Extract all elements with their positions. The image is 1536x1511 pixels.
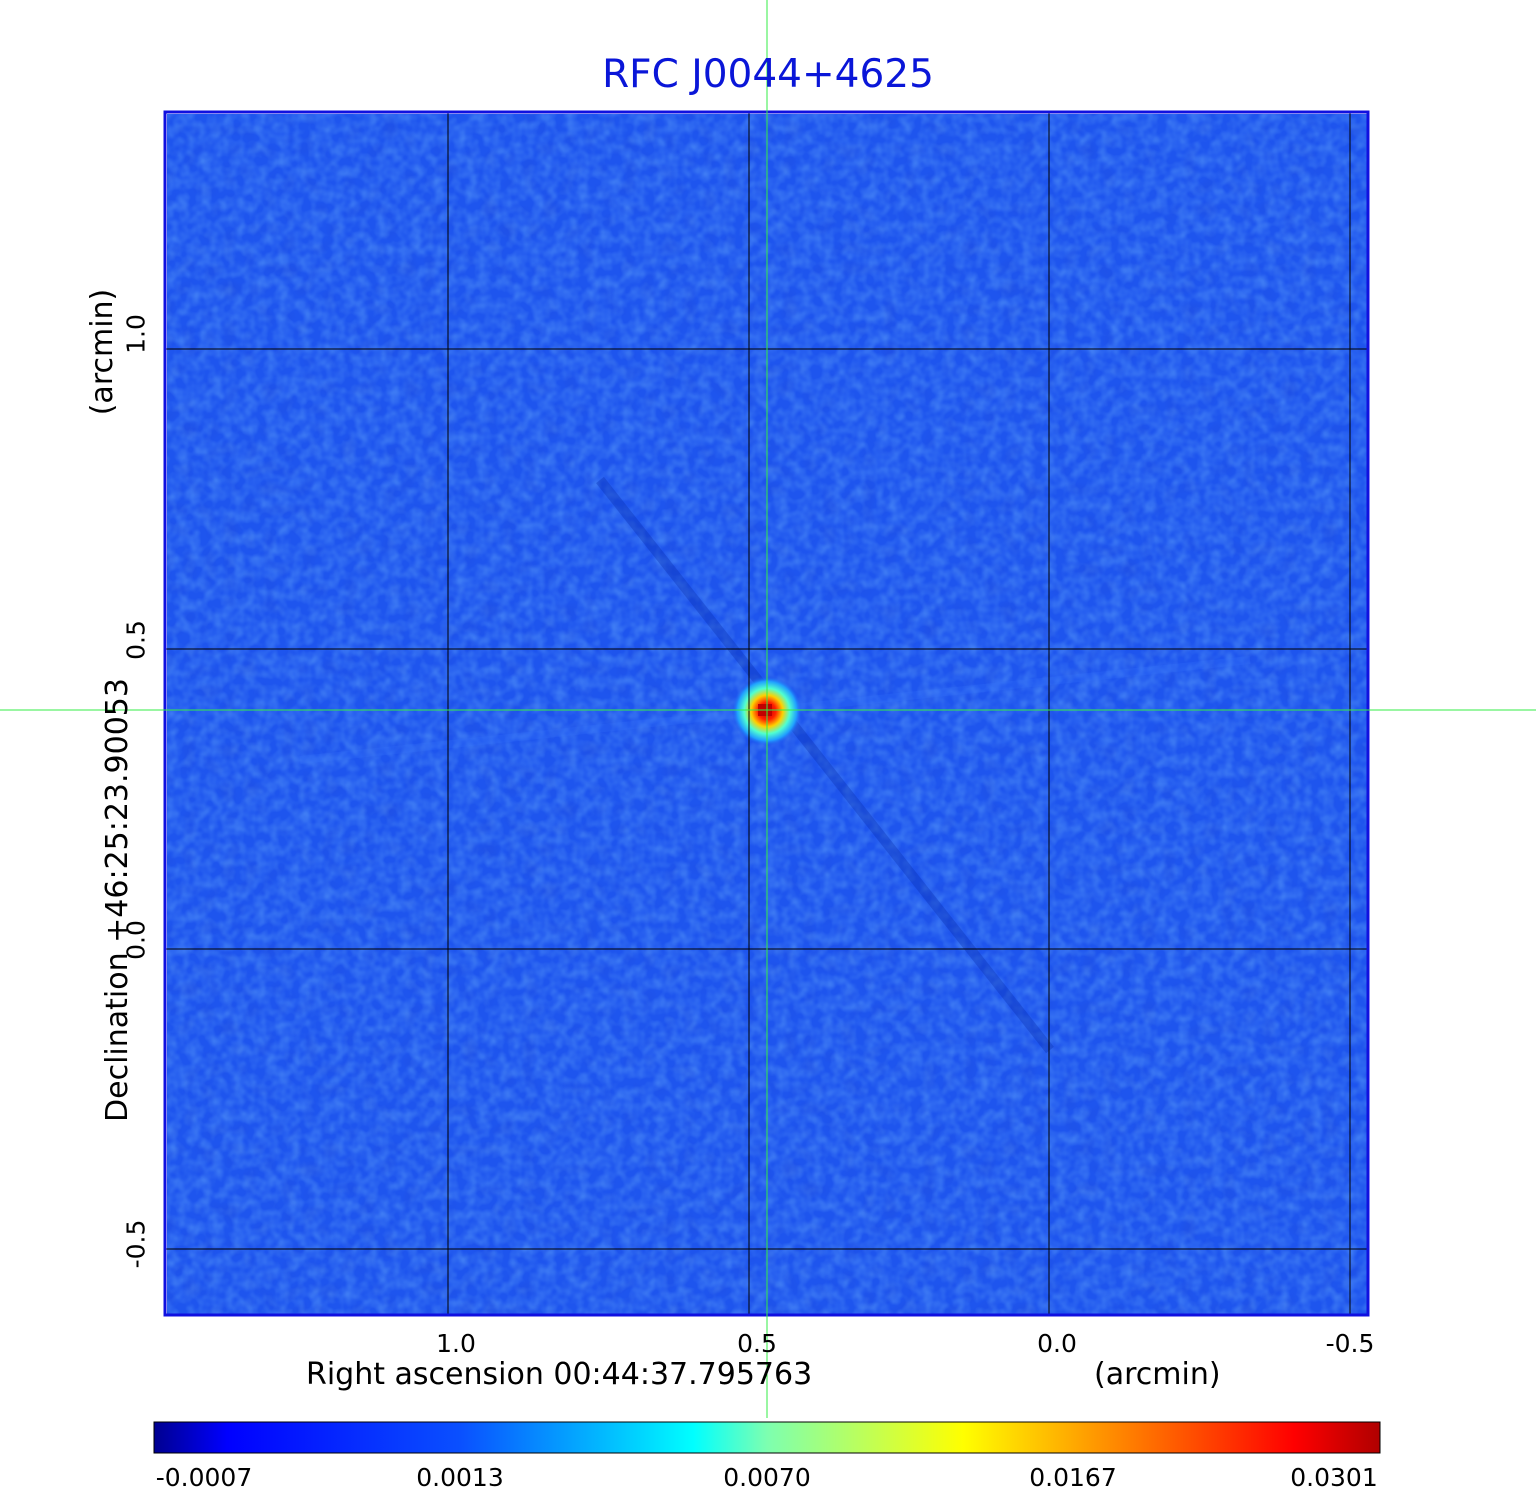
y-tick-label: 0.5 — [121, 620, 151, 660]
colorbar-tick-label: -0.0007 — [155, 1463, 253, 1492]
x-tick-label: 1.0 — [436, 1329, 476, 1358]
x-axis-unit: (arcmin) — [1094, 1357, 1221, 1392]
colorbar — [153, 1421, 1381, 1454]
colorbar-tick-label: 0.0167 — [1029, 1463, 1117, 1492]
y-tick-label: -0.5 — [121, 1219, 151, 1269]
crosshair — [0, 0, 1536, 1418]
y-tick-label: 1.0 — [121, 314, 151, 354]
colorbar-tick-label: 0.0301 — [1290, 1463, 1378, 1492]
x-tick-label: 0.5 — [737, 1329, 777, 1358]
colorbar-tick-label: 0.0013 — [416, 1463, 504, 1492]
y-axis-unit: (arcmin) — [85, 288, 120, 416]
x-tick-label: -0.5 — [1325, 1329, 1375, 1358]
plot-title: RFC J0044+4625 — [602, 52, 934, 97]
y-axis-label: Declination +46:25:23.90053 — [100, 678, 135, 1122]
x-axis-label: Right ascension 00:44:37.795763 — [306, 1357, 813, 1392]
colorbar-tick-label: 0.0070 — [723, 1463, 811, 1492]
x-tick-label: 0.0 — [1037, 1329, 1077, 1358]
